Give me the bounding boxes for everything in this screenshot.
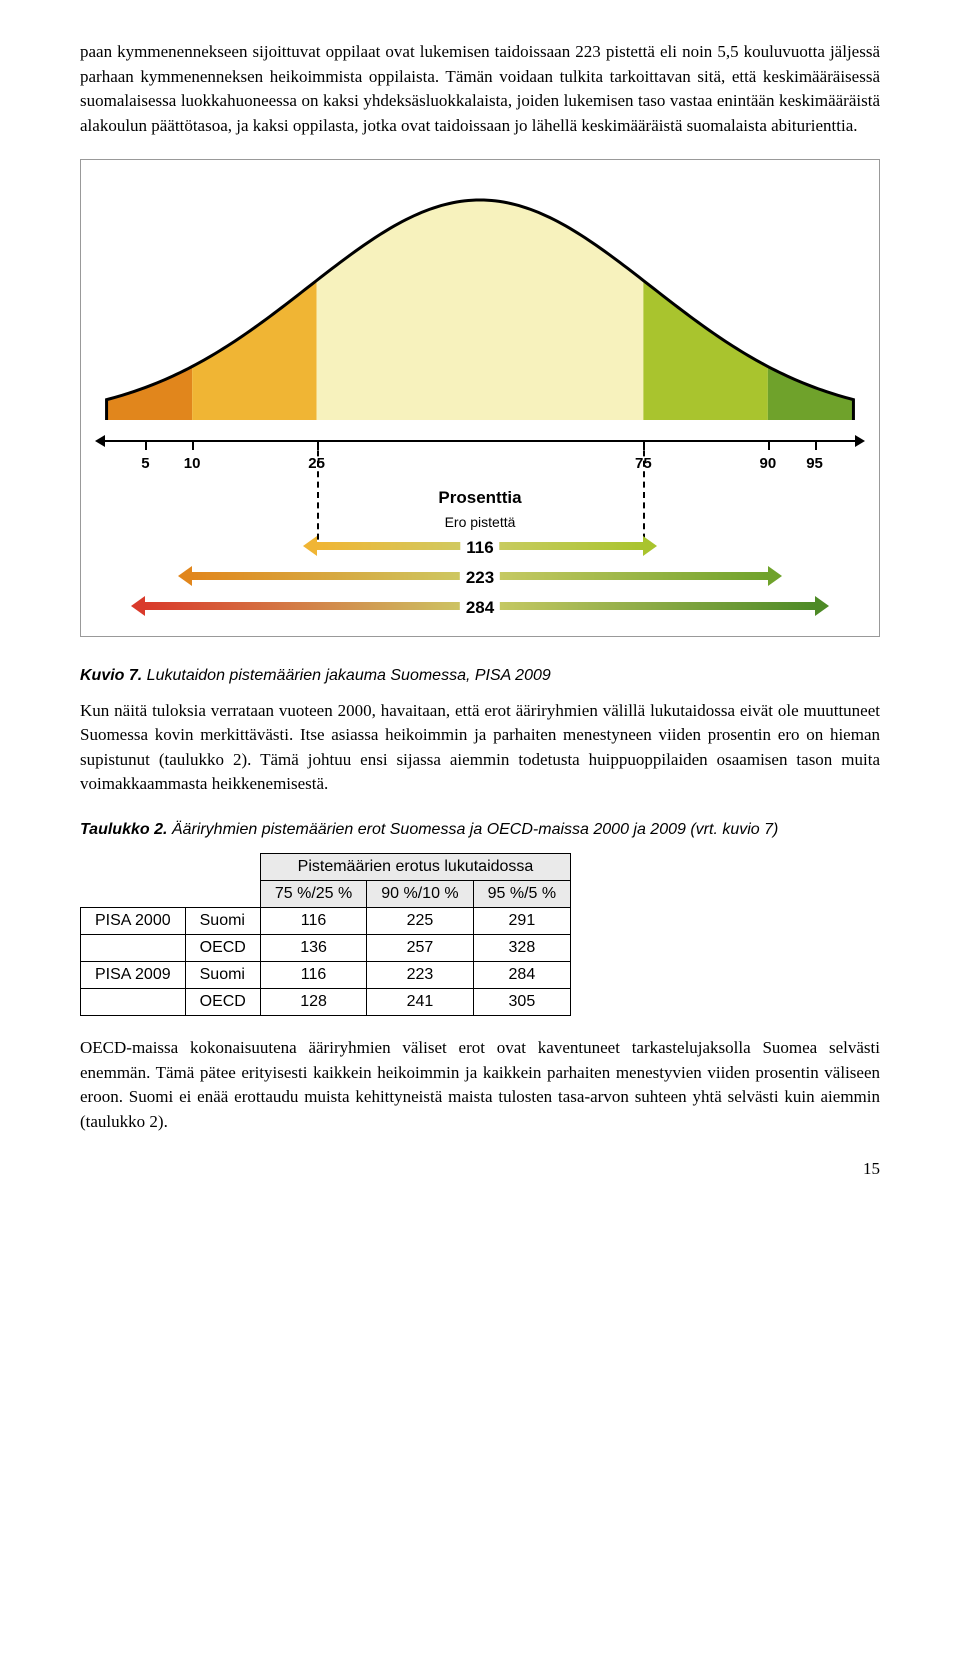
axis-tick-label: 90: [760, 455, 777, 472]
table-col-header: 95 %/5 %: [473, 881, 570, 908]
table-header-group: Pistemäärien erotus lukutaidossa: [260, 854, 570, 881]
table-value-cell: 116: [260, 962, 366, 989]
table-region-cell: OECD: [185, 989, 260, 1016]
table-value-cell: 291: [473, 908, 570, 935]
table-value-cell: 284: [473, 962, 570, 989]
table-row: PISA 2009Suomi116223284: [81, 962, 571, 989]
axis-tick-label: 95: [806, 455, 823, 472]
table-year-cell: PISA 2009: [81, 962, 186, 989]
axis-line: [101, 440, 859, 442]
table-row: OECD128241305: [81, 989, 571, 1016]
table-year-cell: [81, 935, 186, 962]
taulukko2-lead: Taulukko 2.: [80, 821, 167, 838]
axis-tick: [145, 440, 147, 450]
table-region-cell: OECD: [185, 935, 260, 962]
table-col-header: 75 %/25 %: [260, 881, 366, 908]
axis-arrow-left: [95, 435, 105, 447]
axis-tick: [768, 440, 770, 450]
table-region-cell: Suomi: [185, 908, 260, 935]
table-col-header: 90 %/10 %: [367, 881, 473, 908]
range-arrow-value: 116: [460, 538, 499, 558]
table-value-cell: 128: [260, 989, 366, 1016]
dashed-guide: [643, 440, 645, 550]
range-arrow: 284: [91, 596, 869, 624]
table-value-cell: 257: [367, 935, 473, 962]
paragraph-3: OECD-maissa kokonaisuutena ääriryhmien v…: [80, 1036, 880, 1135]
taulukko2-rest: Ääriryhmien pistemäärien erot Suomessa j…: [167, 821, 778, 838]
table-year-cell: [81, 989, 186, 1016]
kuvio7-rest: Lukutaidon pistemäärien jakauma Suomessa…: [142, 667, 551, 684]
sub-label: Ero pistettä: [91, 514, 869, 530]
axis-tick-label: 5: [141, 455, 149, 472]
axis-arrow-right: [855, 435, 865, 447]
paragraph-2: Kun näitä tuloksia verrataan vuoteen 200…: [80, 699, 880, 798]
axis-tick-label: 10: [184, 455, 201, 472]
range-arrow: 223: [91, 566, 869, 594]
table-row: PISA 2000Suomi116225291: [81, 908, 571, 935]
table-value-cell: 116: [260, 908, 366, 935]
range-arrow-value: 223: [460, 568, 500, 588]
table-region-cell: Suomi: [185, 962, 260, 989]
axis-label: Prosenttia: [91, 488, 869, 508]
table-value-cell: 241: [367, 989, 473, 1016]
bell-curve-svg: [91, 180, 869, 440]
kuvio7-caption: Kuvio 7. Lukutaidon pistemäärien jakauma…: [80, 667, 880, 685]
axis-tick: [192, 440, 194, 450]
paragraph-1: paan kymmenennekseen sijoittuvat oppilaa…: [80, 40, 880, 139]
page-number: 15: [80, 1159, 880, 1179]
table-year-cell: PISA 2000: [81, 908, 186, 935]
axis-tick: [815, 440, 817, 450]
taulukko2-caption: Taulukko 2. Ääriryhmien pistemäärien ero…: [80, 821, 880, 839]
table-value-cell: 328: [473, 935, 570, 962]
table-value-cell: 223: [367, 962, 473, 989]
table-value-cell: 225: [367, 908, 473, 935]
table-value-cell: 136: [260, 935, 366, 962]
table-value-cell: 305: [473, 989, 570, 1016]
dashed-guide: [317, 440, 319, 550]
distribution-chart: 51025759095 Prosenttia Ero pistettä 1162…: [80, 159, 880, 637]
kuvio7-lead: Kuvio 7.: [80, 667, 142, 684]
range-arrow-value: 284: [460, 598, 500, 618]
results-table: Pistemäärien erotus lukutaidossa 75 %/25…: [80, 853, 571, 1016]
table-row: OECD136257328: [81, 935, 571, 962]
range-arrow: 116: [91, 536, 869, 564]
